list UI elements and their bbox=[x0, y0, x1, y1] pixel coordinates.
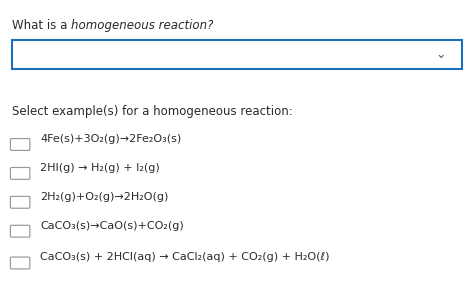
Text: CaCO₃(s)→CaO(s)+CO₂(g): CaCO₃(s)→CaO(s)+CO₂(g) bbox=[40, 221, 184, 231]
Text: CaCO₃(s) + 2HCl(aq) → CaCl₂(aq) + CO₂(g) + H₂O(ℓ): CaCO₃(s) + 2HCl(aq) → CaCl₂(aq) + CO₂(g)… bbox=[40, 253, 330, 262]
FancyBboxPatch shape bbox=[10, 225, 30, 237]
FancyBboxPatch shape bbox=[10, 257, 30, 269]
FancyBboxPatch shape bbox=[10, 168, 30, 179]
Text: ⌄: ⌄ bbox=[435, 49, 446, 61]
Text: 4Fe(s)+3O₂(g)→2Fe₂O₃(s): 4Fe(s)+3O₂(g)→2Fe₂O₃(s) bbox=[40, 134, 182, 144]
Text: What is a: What is a bbox=[12, 19, 71, 32]
FancyBboxPatch shape bbox=[10, 197, 30, 208]
FancyBboxPatch shape bbox=[12, 40, 462, 69]
Text: 2HI(g) → H₂(g) + I₂(g): 2HI(g) → H₂(g) + I₂(g) bbox=[40, 163, 160, 173]
Text: 2H₂(g)+O₂(g)→2H₂O(g): 2H₂(g)+O₂(g)→2H₂O(g) bbox=[40, 192, 169, 202]
FancyBboxPatch shape bbox=[10, 139, 30, 150]
Text: homogeneous reaction?: homogeneous reaction? bbox=[71, 19, 213, 32]
Text: Select example(s) for a homogeneous reaction:: Select example(s) for a homogeneous reac… bbox=[12, 105, 292, 118]
